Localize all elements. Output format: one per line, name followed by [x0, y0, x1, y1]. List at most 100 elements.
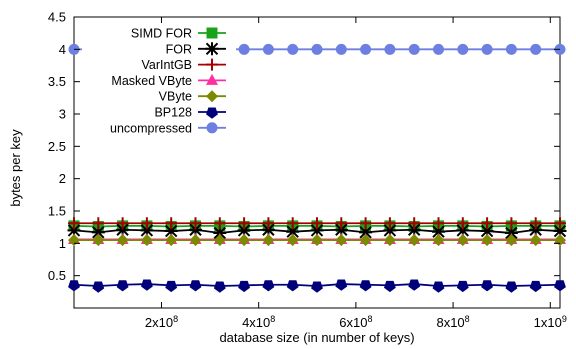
data-point — [384, 280, 396, 293]
data-point — [505, 281, 518, 293]
data-point — [408, 217, 421, 230]
data-point — [554, 280, 566, 292]
data-point — [529, 234, 542, 247]
x-tick-label: 1x109 — [534, 314, 567, 330]
data-point — [335, 217, 348, 230]
data-point — [360, 43, 372, 55]
data-point — [408, 43, 420, 55]
legend-label: FOR — [166, 42, 192, 56]
data-point — [261, 223, 275, 237]
data-point — [189, 234, 202, 247]
y-tick-label: 1.5 — [48, 204, 66, 219]
data-point — [456, 223, 470, 237]
data-point — [91, 225, 105, 239]
data-point — [432, 225, 445, 239]
x-tick-label: 8x108 — [436, 314, 469, 330]
data-point — [359, 234, 372, 247]
data-point — [383, 223, 397, 237]
data-point — [213, 281, 226, 293]
data-point — [189, 280, 202, 292]
data-point — [92, 234, 105, 247]
data-point — [189, 217, 202, 230]
y-tick-label: 1 — [59, 236, 66, 251]
data-point — [286, 217, 299, 230]
data-point — [456, 217, 469, 230]
data-point — [262, 217, 275, 230]
data-point — [335, 234, 348, 247]
legend-marker — [206, 73, 218, 85]
data-point — [164, 224, 178, 238]
data-point — [116, 223, 130, 237]
series-for — [67, 223, 567, 240]
y-tick-label: 2 — [59, 171, 66, 186]
data-point — [505, 43, 517, 55]
data-point — [116, 280, 129, 292]
legend-marker — [206, 58, 218, 71]
y-axis-label: bytes per key — [8, 129, 23, 207]
data-point — [335, 43, 347, 55]
data-point — [408, 279, 421, 291]
data-point — [237, 223, 251, 237]
data-point — [311, 217, 323, 230]
legend-marker — [205, 42, 219, 56]
data-point — [311, 281, 323, 293]
data-point — [310, 223, 324, 237]
data-point — [334, 223, 348, 237]
data-point — [140, 223, 154, 237]
data-point — [165, 280, 178, 293]
data-point — [481, 217, 494, 230]
x-tick-label: 6x108 — [339, 314, 372, 330]
data-point — [433, 43, 444, 55]
plot-area — [73, 16, 561, 309]
data-point — [530, 43, 542, 55]
data-point — [116, 217, 129, 230]
data-point — [238, 43, 250, 55]
data-point — [384, 43, 396, 55]
y-tick-label: 4 — [59, 42, 66, 57]
data-point — [505, 217, 518, 230]
data-point — [359, 225, 373, 239]
data-point — [140, 217, 153, 230]
legend-label: VByte — [159, 90, 192, 104]
data-point — [238, 234, 251, 247]
series-uncompressed — [68, 43, 566, 55]
data-point — [456, 234, 469, 247]
x-tick-label: 4x108 — [242, 314, 275, 330]
data-point — [165, 234, 178, 247]
y-tick-label: 3 — [59, 107, 66, 122]
legend-marker — [206, 27, 218, 39]
data-point — [529, 223, 543, 237]
data-point — [213, 217, 226, 230]
series-layer — [67, 43, 567, 293]
legend-label: VarIntGB — [142, 58, 192, 72]
series-varintgb — [68, 217, 566, 230]
data-point — [481, 280, 493, 292]
y-tick-label: 3.5 — [48, 74, 66, 89]
y-tick-label: 0.5 — [48, 268, 66, 283]
data-point — [287, 43, 299, 55]
legend-label: uncompressed — [110, 121, 192, 135]
data-point — [432, 217, 445, 230]
data-point — [432, 234, 445, 247]
legend-entry: FOR — [166, 42, 226, 56]
data-point — [529, 280, 542, 293]
data-point — [407, 223, 421, 237]
data-point — [311, 43, 323, 55]
data-point — [189, 223, 202, 237]
legend-entry: BP128 — [154, 106, 226, 120]
data-point — [359, 280, 372, 292]
series-bp128 — [68, 279, 566, 293]
data-point — [311, 234, 323, 247]
data-point — [286, 225, 300, 239]
legend-entry: Masked VByte — [111, 73, 226, 88]
data-point — [286, 280, 299, 292]
data-point — [335, 279, 348, 291]
data-point — [238, 217, 251, 230]
data-point — [408, 234, 421, 247]
data-point — [262, 43, 274, 55]
legend-entry: VByte — [159, 90, 226, 104]
data-point — [480, 224, 494, 238]
axes-layer: 0.5 1 1.5 2 2.5 3 3.5 4 4.5 2x108 4x108 6x108 8x108 1… — [48, 10, 567, 331]
